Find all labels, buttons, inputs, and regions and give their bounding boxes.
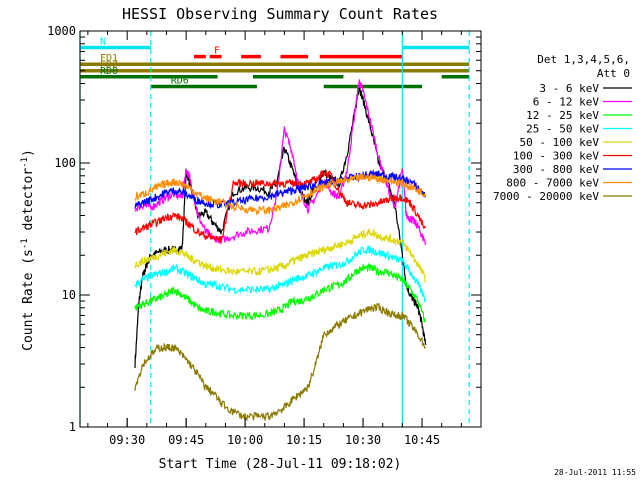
flag-label: RD6 bbox=[171, 75, 189, 86]
x-tick-label: 10:30 bbox=[345, 433, 381, 447]
x-tick-label: 09:30 bbox=[109, 433, 145, 447]
flag-label: RD0 bbox=[100, 66, 118, 77]
flag-label: N bbox=[100, 36, 106, 47]
legend-entry-label: 800 - 7000 keV bbox=[506, 177, 599, 190]
plot-frame bbox=[79, 30, 482, 428]
legend-entry-label: 7000 - 20000 keV bbox=[493, 190, 599, 203]
series-line bbox=[134, 302, 426, 422]
timestamp: 28-Jul-2011 11:55 bbox=[554, 468, 636, 477]
legend-entry-label: 3 - 6 keV bbox=[539, 82, 599, 95]
y-axis-label-end: ) bbox=[21, 149, 36, 157]
flag-label: FD2 bbox=[100, 60, 118, 71]
y-tick-label: 100 bbox=[54, 156, 76, 170]
x-tick-label: 09:45 bbox=[168, 433, 204, 447]
axes: 1 10 100 1000 09:30 09:45 10:00 10:15 10:30 10:45 bbox=[47, 24, 482, 447]
series-line bbox=[134, 173, 426, 217]
x-tick-label: 10:00 bbox=[227, 433, 263, 447]
x-axis-label: Start Time (28-Jul-11 09:18:02) bbox=[159, 457, 402, 472]
legend-entry-label: 6 - 12 keV bbox=[533, 96, 600, 109]
y-axis-label-main: Count Rate (s bbox=[21, 249, 36, 351]
legend-entry-label: 300 - 800 keV bbox=[513, 163, 599, 176]
y-axis-label-sup2: -1 bbox=[20, 157, 30, 168]
legend-entry-label: 12 - 25 keV bbox=[526, 109, 599, 122]
legend-header: Det 1,3,4,5,6, bbox=[537, 53, 630, 66]
legend-entry-label: 25 - 50 keV bbox=[526, 123, 599, 136]
x-tick-label: 10:45 bbox=[404, 433, 440, 447]
flag-label: F bbox=[214, 46, 220, 57]
flag-label: FD1 bbox=[100, 53, 118, 64]
legend-entry-label: 100 - 300 keV bbox=[513, 150, 599, 163]
series-line bbox=[134, 168, 426, 245]
series-line bbox=[134, 262, 426, 323]
x-tick-label: 10:15 bbox=[286, 433, 322, 447]
legend-entry-label: 50 - 100 keV bbox=[520, 136, 600, 149]
y-axis-label-sup1: -1 bbox=[20, 238, 30, 249]
series-line bbox=[134, 245, 426, 303]
y-axis-label-mid: detector bbox=[21, 168, 36, 239]
series-line bbox=[134, 228, 426, 283]
chart-title: HESSI Observing Summary Count Rates bbox=[122, 5, 438, 23]
y-tick-label: 10 bbox=[62, 288, 76, 302]
y-axis-label: Count Rate (s-1 detector-1) bbox=[20, 149, 36, 351]
y-tick-label: 1000 bbox=[47, 24, 76, 38]
y-tick-label: 1 bbox=[69, 420, 76, 434]
series-layer bbox=[134, 79, 427, 422]
legend-header: Att 0 bbox=[597, 67, 630, 80]
